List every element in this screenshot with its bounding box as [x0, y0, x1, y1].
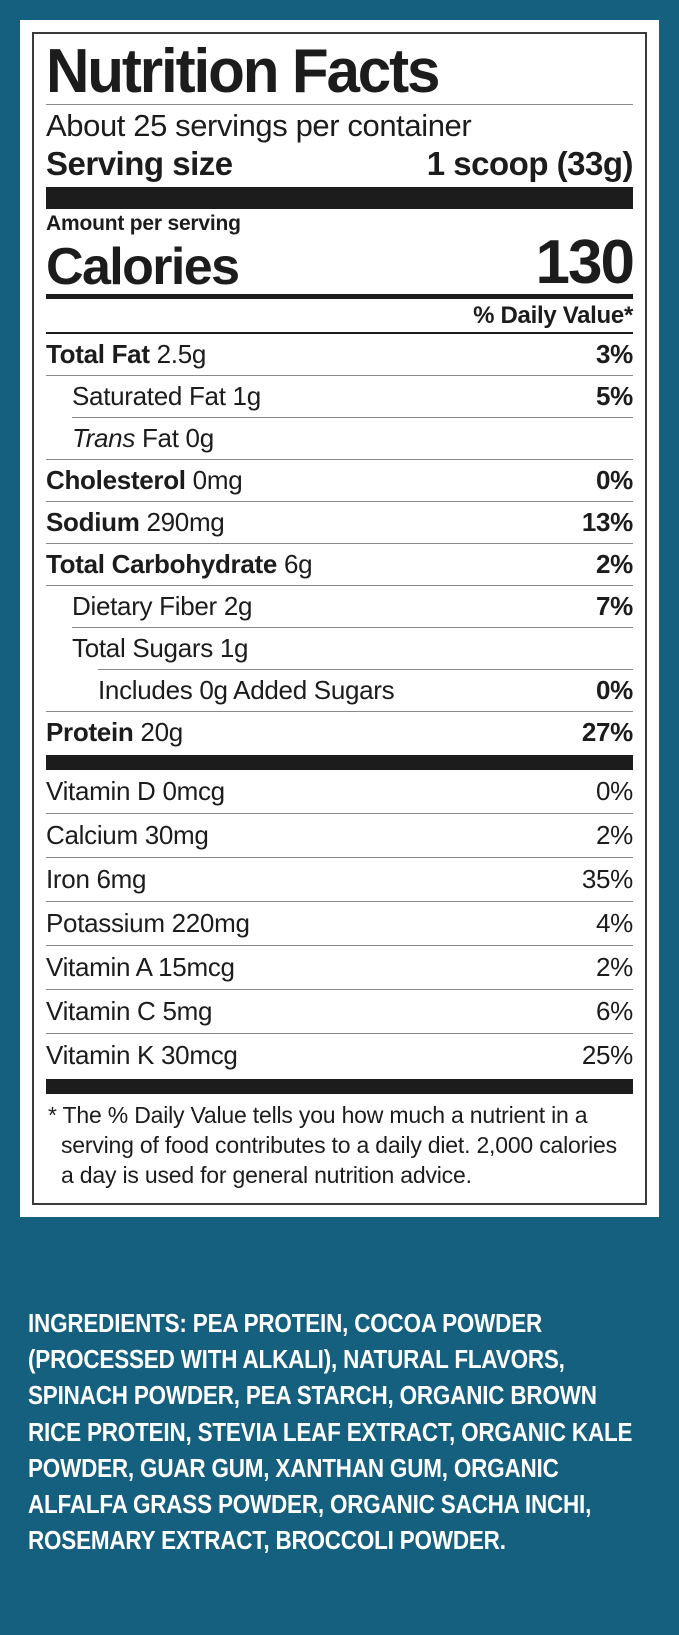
row-total-sugars: Total Sugars 1g: [46, 628, 633, 669]
micronutrient-dv: 35%: [581, 864, 633, 895]
calories-value: 130: [535, 228, 635, 298]
micronutrient-label: Potassium 220mg: [46, 908, 250, 939]
row-total-fat: Total Fat 2.5g 3%: [46, 334, 633, 375]
row-sodium-amount: 290mg: [146, 507, 225, 538]
row-total-carbohydrate-amount: 6g: [283, 549, 313, 580]
row-protein-dv: 27%: [581, 717, 633, 748]
row-dietary-fiber: Dietary Fiber 2g 7%: [46, 586, 633, 627]
divider-micronutrient: [46, 857, 633, 859]
row-added-sugars-label: Includes 0g Added Sugars: [98, 675, 395, 706]
row-saturated-fat: Saturated Fat 1g 5%: [46, 376, 633, 417]
row-total-carbohydrate-label: Total Carbohydrate 6g: [46, 549, 313, 580]
calories-section-bar: [46, 187, 633, 210]
row-dietary-fiber-label: Dietary Fiber 2g: [72, 591, 253, 622]
divider-micronutrient: [46, 1033, 633, 1035]
row-trans-fat: Trans Fat 0g: [46, 418, 633, 459]
row-trans-fat-label: Trans Fat 0g: [72, 423, 214, 454]
row-trans-fat-rest: Fat 0g: [141, 423, 214, 454]
row-protein-label: Protein 20g: [46, 717, 183, 748]
micronutrient-section-bar: [46, 755, 633, 771]
divider-micronutrient: [46, 813, 633, 815]
divider-micronutrient: [46, 901, 633, 903]
ingredients-text: INGREDIENTS: PEA PROTEIN, COCOA POWDER (…: [28, 1310, 633, 1556]
micronutrient-dv: 0%: [596, 776, 633, 807]
row-cholesterol-label: Cholesterol 0mg: [46, 465, 243, 496]
row-cholesterol-dv: 0%: [596, 465, 633, 496]
daily-value-footnote: * The % Daily Value tells you how much a…: [48, 1102, 617, 1188]
divider-micronutrient: [46, 989, 633, 991]
divider-total-carbohydrate: [46, 585, 633, 587]
divider-micronutrient: [46, 945, 633, 947]
row-sodium-label: Sodium 290mg: [46, 507, 225, 538]
micronutrient-row: Vitamin K 30mcg 25%: [46, 1034, 633, 1077]
divider-cholesterol: [46, 501, 633, 503]
micronutrient-label: Vitamin C 5mg: [46, 996, 213, 1027]
row-trans-fat-italic: Trans: [72, 423, 136, 454]
micronutrient-dv: 4%: [596, 908, 633, 939]
divider-added-sugars: [46, 711, 633, 713]
micronutrient-label: Vitamin A 15mcg: [46, 952, 235, 983]
calories-divider: [46, 294, 633, 300]
calories-label: Calories: [46, 238, 240, 296]
footnote-section-bar: [46, 1079, 633, 1095]
row-saturated-fat-label: Saturated Fat 1g: [72, 381, 261, 412]
row-protein-name: Protein: [46, 717, 134, 748]
row-dietary-fiber-dv: 7%: [596, 591, 633, 622]
row-added-sugars: Includes 0g Added Sugars 0%: [46, 670, 633, 711]
servings-per-container: About 25 servings per container: [46, 107, 472, 143]
row-protein-amount: 20g: [140, 717, 183, 748]
row-total-fat-label: Total Fat 2.5g: [46, 339, 206, 370]
calories-row: Calories 130: [46, 228, 635, 298]
divider-trans-fat: [46, 459, 633, 461]
micronutrient-dv: 2%: [596, 952, 633, 983]
serving-size-value: 1 scoop (33g): [426, 145, 634, 183]
micronutrient-dv: 25%: [581, 1040, 633, 1071]
micronutrient-dv: 6%: [596, 996, 633, 1027]
amount-per-serving-label: Amount per serving: [46, 212, 241, 236]
row-cholesterol-amount: 0mg: [192, 465, 243, 496]
row-sodium-dv: 13%: [581, 507, 633, 538]
divider-total-sugars: [98, 669, 633, 671]
divider-total-fat: [46, 375, 633, 377]
divider-dietary-fiber: [72, 627, 633, 629]
row-total-carbohydrate-dv: 2%: [596, 549, 633, 580]
micronutrient-row: Vitamin D 0mcg 0%: [46, 770, 633, 813]
page-title: Nutrition Facts: [46, 37, 440, 106]
micronutrient-row: Vitamin C 5mg 6%: [46, 990, 633, 1033]
daily-value-header: % Daily Value*: [473, 302, 633, 330]
daily-value-divider: [46, 332, 633, 335]
serving-size-row: Serving size 1 scoop (33g): [46, 144, 634, 184]
title-divider: [46, 103, 633, 105]
row-sodium-name: Sodium: [46, 507, 140, 538]
micronutrient-row: Iron 6mg 35%: [46, 858, 633, 901]
row-total-fat-dv: 3%: [596, 339, 633, 370]
row-total-carbohydrate-name: Total Carbohydrate: [46, 549, 278, 580]
row-cholesterol-name: Cholesterol: [46, 465, 186, 496]
micronutrient-row: Vitamin A 15mcg 2%: [46, 946, 633, 989]
micronutrient-label: Vitamin D 0mcg: [46, 776, 225, 807]
micronutrient-dv: 2%: [596, 820, 633, 851]
micronutrient-list: Vitamin D 0mcg 0% Calcium 30mg 2% Iron 6mg 35…: [46, 770, 633, 1077]
row-added-sugars-dv: 0%: [596, 675, 633, 706]
micronutrient-label: Calcium 30mg: [46, 820, 209, 851]
row-saturated-fat-dv: 5%: [596, 381, 633, 412]
nutrition-facts-panel: Nutrition Facts About 25 servings per co…: [20, 20, 659, 1217]
row-total-sugars-label: Total Sugars 1g: [72, 633, 249, 664]
serving-size-label: Serving size: [46, 145, 233, 183]
row-total-fat-name: Total Fat: [46, 339, 150, 370]
row-total-fat-amount: 2.5g: [156, 339, 207, 370]
nutrition-facts-inner-border: Nutrition Facts About 25 servings per co…: [32, 32, 647, 1205]
divider-sodium: [46, 543, 633, 545]
micronutrient-label: Vitamin K 30mcg: [46, 1040, 238, 1071]
micronutrient-row: Potassium 220mg 4%: [46, 902, 633, 945]
row-cholesterol: Cholesterol 0mg 0%: [46, 460, 633, 501]
row-sodium: Sodium 290mg 13%: [46, 502, 633, 543]
row-total-carbohydrate: Total Carbohydrate 6g 2%: [46, 544, 633, 585]
divider-saturated-fat: [72, 417, 633, 419]
row-protein: Protein 20g 27%: [46, 712, 633, 753]
micronutrient-row: Calcium 30mg 2%: [46, 814, 633, 857]
micronutrient-label: Iron 6mg: [46, 864, 147, 895]
